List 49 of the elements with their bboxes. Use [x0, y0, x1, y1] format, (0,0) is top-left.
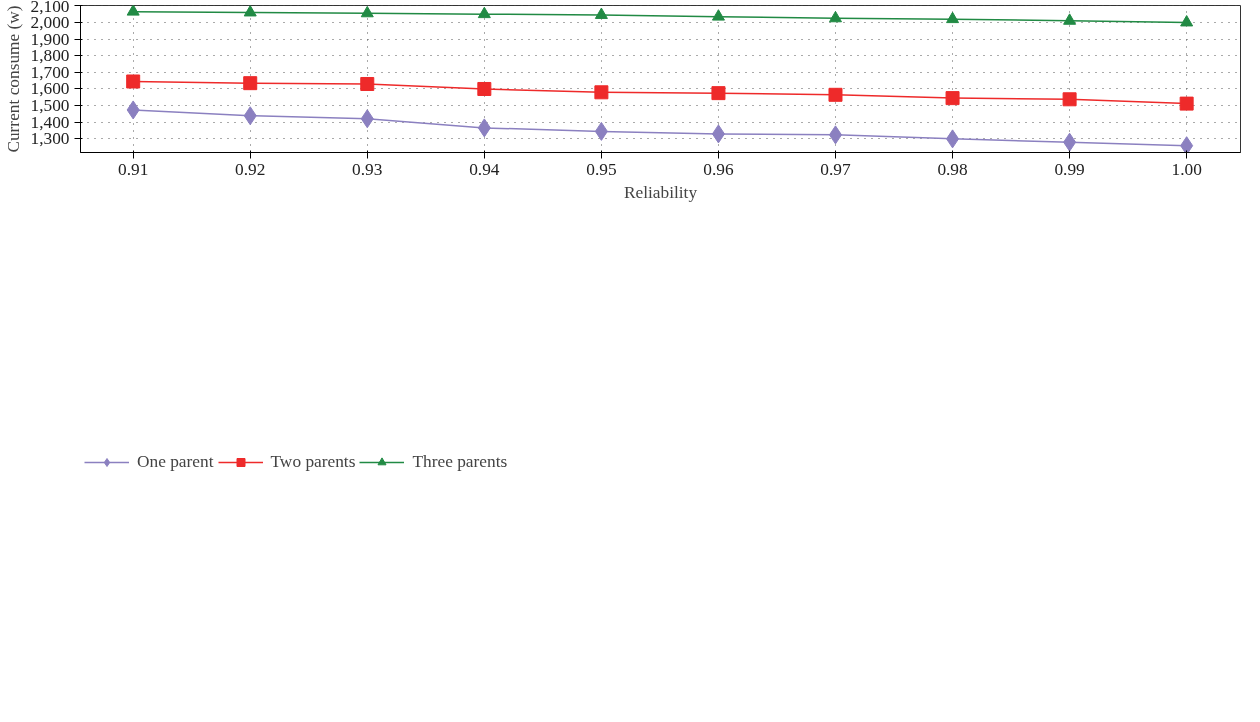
point	[594, 121, 608, 141]
point	[360, 109, 374, 129]
legend-label: One parent	[137, 452, 214, 472]
point	[243, 5, 257, 17]
point	[1180, 136, 1194, 153]
point	[594, 85, 609, 100]
point	[1062, 92, 1077, 107]
point	[360, 76, 375, 91]
point	[711, 86, 726, 101]
y-tick-label: 1,900	[30, 29, 70, 49]
y-tick-label: 2,100	[30, 0, 70, 16]
x-axis-title: Reliability	[623, 182, 698, 202]
y-tick-label: 1,600	[30, 79, 70, 99]
point	[360, 5, 374, 18]
x-tick-label: 0.94	[469, 159, 500, 179]
point	[1180, 15, 1194, 27]
point	[946, 11, 960, 24]
point	[477, 81, 492, 96]
point	[1063, 13, 1077, 25]
x-tick-label: 1.00	[1171, 159, 1202, 179]
point	[828, 10, 842, 23]
x-tick-label: 0.98	[937, 159, 968, 179]
y-axis-title: Current consume (w)	[3, 5, 23, 153]
x-tick-label: 0.91	[118, 159, 149, 179]
point	[243, 106, 257, 126]
point	[243, 76, 258, 91]
point	[711, 9, 725, 21]
point	[946, 129, 960, 149]
point	[126, 74, 141, 89]
x-tick-label: 0.97	[820, 159, 851, 179]
x-tick-label: 0.95	[586, 159, 617, 179]
x-tick-label: 0.99	[1054, 159, 1085, 179]
x-tick-label: 0.92	[235, 159, 266, 179]
x-tick-label: 0.93	[352, 159, 383, 179]
point	[477, 118, 491, 138]
legend-label: Three parents	[412, 452, 508, 472]
point	[126, 5, 140, 16]
point	[1063, 132, 1077, 152]
point	[945, 91, 960, 106]
point	[828, 87, 843, 102]
point	[477, 6, 491, 19]
point	[1179, 96, 1194, 111]
point	[126, 100, 140, 120]
legend-label: Two parents	[270, 452, 356, 472]
point	[711, 124, 725, 144]
point	[828, 125, 842, 145]
y-tick-label: 1,300	[30, 129, 70, 149]
point	[594, 7, 608, 19]
x-tick-label: 0.96	[703, 159, 734, 179]
